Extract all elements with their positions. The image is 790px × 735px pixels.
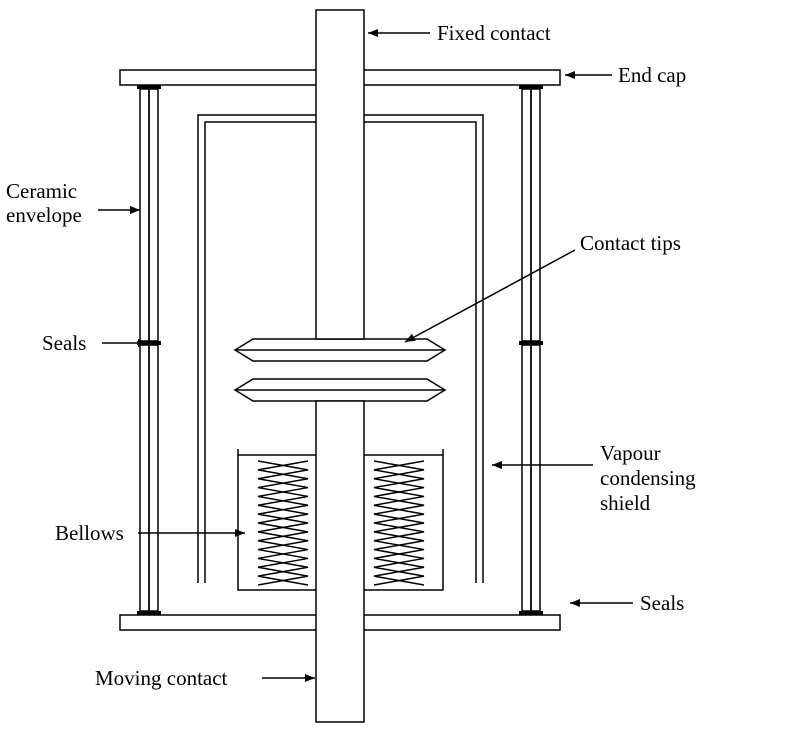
- vapour3-label: shield: [600, 491, 651, 515]
- seals-left-label: Seals: [42, 331, 86, 355]
- fixed-contact-label: Fixed contact: [437, 21, 551, 45]
- contact-tips-label: Contact tips: [580, 231, 681, 255]
- bellows-label: Bellows: [55, 521, 124, 545]
- ceramic-env2-label: envelope: [6, 203, 82, 227]
- seal: [519, 611, 543, 615]
- moving-contact-rod: [316, 401, 364, 722]
- seals-right-label: Seals: [640, 591, 684, 615]
- vapour2-label: condensing: [600, 466, 696, 490]
- fixed-contact-rod: [316, 10, 364, 339]
- seal: [137, 85, 161, 89]
- end-cap-label: End cap: [618, 63, 686, 87]
- seal: [519, 85, 543, 89]
- vapour1-label: Vapour: [600, 441, 661, 465]
- moving-contact-label: Moving contact: [95, 666, 228, 690]
- seal: [519, 341, 543, 345]
- ceramic-env1-label: Ceramic: [6, 179, 77, 203]
- seal: [137, 611, 161, 615]
